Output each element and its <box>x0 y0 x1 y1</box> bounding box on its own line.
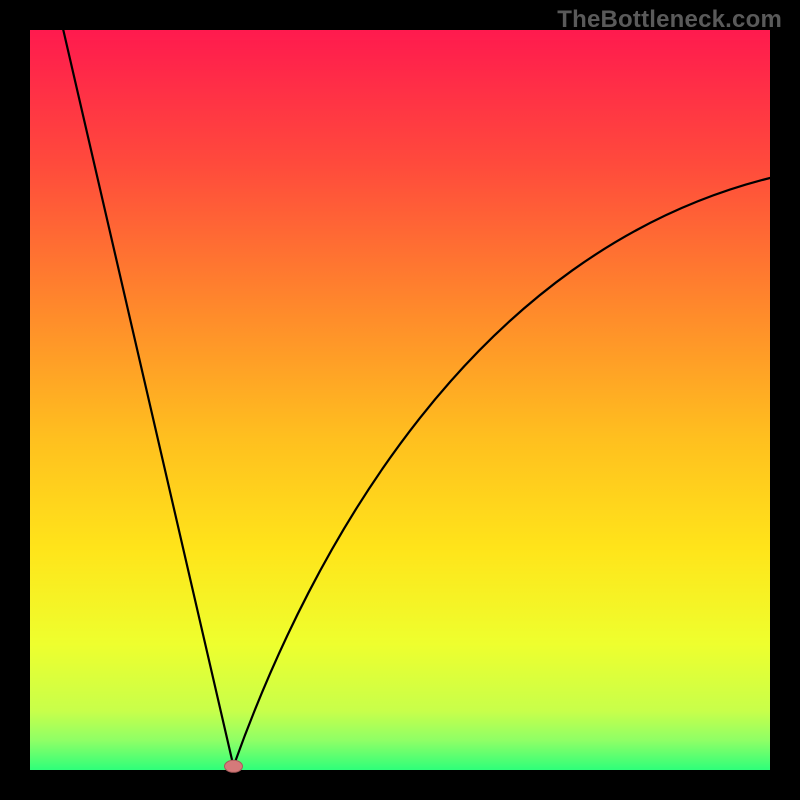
watermark-text: TheBottleneck.com <box>557 6 782 34</box>
bottleneck-point <box>225 760 243 772</box>
chart-container: TheBottleneck.com <box>0 0 800 800</box>
bottleneck-curve <box>0 0 800 800</box>
